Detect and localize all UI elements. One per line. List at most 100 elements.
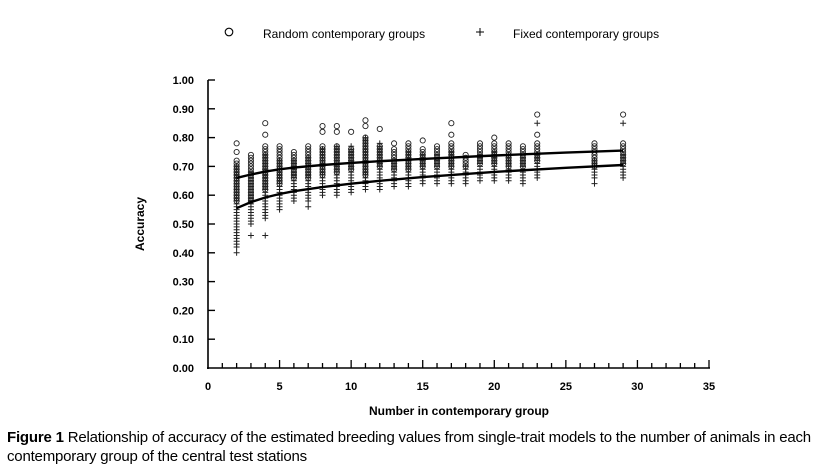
random-point [333,143,340,150]
random-point [591,157,598,164]
random-point [247,195,254,202]
legend-label-fixed: Fixed contemporary groups [513,27,659,41]
random-point [262,146,269,153]
random-point [476,140,484,147]
fixed-point [233,249,240,256]
random-point [348,154,355,161]
random-point [319,166,326,173]
random-point [591,154,598,161]
random-point [534,140,541,147]
random-point [620,157,627,164]
random-point [534,154,541,161]
random-point [305,169,312,176]
legend-plus-marker-icon [476,28,484,36]
random-point [362,166,369,173]
random-point [362,137,369,144]
random-point [591,143,598,150]
random-point [362,148,369,156]
x-tick-label: 25 [560,381,572,393]
random-point [419,137,426,144]
random-point [305,146,312,153]
random-point [433,163,441,170]
fixed-point [591,180,598,187]
y-tick-label: 0.90 [173,104,194,116]
random-point [462,160,469,167]
random-point [276,154,283,161]
random-point [519,146,526,153]
random-point [348,151,355,158]
random-point [476,143,484,150]
random-point [333,128,340,135]
random-point [233,166,240,173]
random-point [505,140,512,147]
fixed-point [519,180,526,187]
legend-circle-marker-icon [224,27,234,37]
random-point [262,177,269,184]
random-point [362,140,369,147]
random-point [319,123,326,130]
random-point [233,197,240,205]
random-point [276,177,283,184]
random-point [333,146,340,153]
random-point [233,157,240,164]
random-point [405,151,412,158]
y-tick-label: 0.30 [173,277,194,289]
random-point [391,148,398,156]
random-point [247,154,254,161]
random-point [491,140,498,147]
random-point [491,146,498,153]
random-point [519,160,526,167]
random-point [247,183,254,190]
random-point [376,143,383,150]
y-axis-title: Accuracy [133,197,147,251]
random-point [305,154,312,161]
random-point [405,148,412,156]
random-point [333,151,340,158]
random-point [348,146,355,153]
random-point [362,154,369,161]
random-point [362,134,369,141]
random-point [362,123,369,130]
random-point [448,148,455,156]
random-point [433,148,441,156]
random-point [505,143,512,150]
random-point [233,163,240,170]
random-point [233,160,240,167]
random-point [376,125,383,133]
random-point [262,163,269,170]
random-point [620,111,627,118]
random-point [348,148,355,156]
random-point [333,154,340,161]
random-point [519,157,526,164]
random-point [333,123,340,130]
random-point [505,146,512,153]
random-point [433,143,441,150]
random-point [247,189,254,196]
x-tick-label: 35 [703,381,715,393]
random-point [620,140,627,147]
random-point [276,180,283,187]
random-point [290,174,297,181]
random-point [362,171,369,179]
fixed-point [247,232,254,239]
random-point [319,169,326,176]
random-point [405,146,412,153]
random-point [476,146,484,153]
random-point [262,131,269,138]
x-tick-label: 20 [488,381,500,393]
random-point [348,128,355,135]
fixed-point [305,203,312,210]
y-tick-label: 0.50 [173,219,194,231]
random-point [276,171,283,179]
random-point [247,192,254,199]
random-point [419,151,426,158]
random-point [391,163,398,170]
random-point [405,166,412,173]
random-point [534,146,541,153]
random-point [276,174,283,181]
random-point [476,157,484,164]
random-point [333,148,340,156]
x-tick-label: 0 [205,381,211,393]
random-point [405,143,412,150]
random-point [262,143,269,150]
